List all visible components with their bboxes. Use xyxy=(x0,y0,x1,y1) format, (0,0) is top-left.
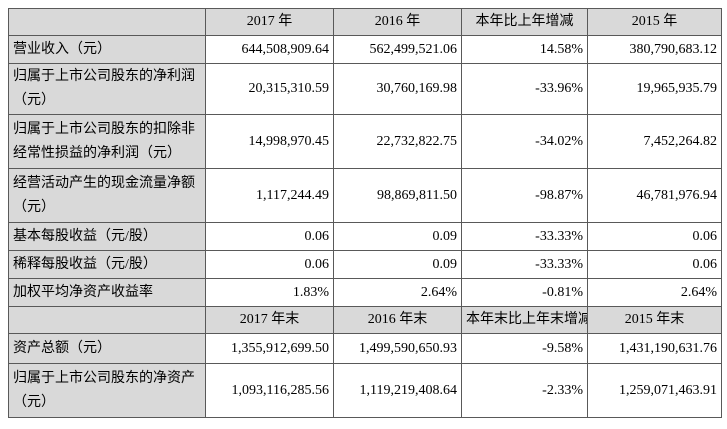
header-2015-year-end: 2015 年末 xyxy=(587,306,722,334)
value-change: -33.33% xyxy=(461,250,588,279)
header-2017-year-end: 2017 年末 xyxy=(205,306,334,334)
value-2016: 0.09 xyxy=(333,250,462,279)
header-year-end-change: 本年末比上年末增减 xyxy=(461,306,588,334)
value-2015: 2.64% xyxy=(587,278,722,307)
value-2015: 19,965,935.79 xyxy=(587,63,722,115)
row-label: 加权平均净资产收益率 xyxy=(8,278,206,307)
header-2016: 2016 年 xyxy=(333,8,462,36)
table-row-basic-eps: 基本每股收益（元/股） 0.06 0.09 -33.33% 0.06 xyxy=(8,222,722,251)
value-2017: 644,508,909.64 xyxy=(205,35,334,64)
value-2016: 1,499,590,650.93 xyxy=(333,333,462,364)
table-row-operating-cash-flow: 经营活动产生的现金流量净额（元） 1,117,244.49 98,869,811… xyxy=(8,168,722,223)
table-row-total-assets: 资产总额（元） 1,355,912,699.50 1,499,590,650.9… xyxy=(8,333,722,364)
value-change: -33.96% xyxy=(461,63,588,115)
value-2016: 98,869,811.50 xyxy=(333,168,462,223)
value-2017: 1,355,912,699.50 xyxy=(205,333,334,364)
row-label: 经营活动产生的现金流量净额（元） xyxy=(8,168,206,223)
value-2015: 0.06 xyxy=(587,222,722,251)
table-row-net-profit: 归属于上市公司股东的净利润（元） 20,315,310.59 30,760,16… xyxy=(8,63,722,115)
value-change: -98.87% xyxy=(461,168,588,223)
value-2016: 30,760,169.98 xyxy=(333,63,462,115)
value-2017: 14,998,970.45 xyxy=(205,114,334,169)
table-header-year-end: 2017 年末 2016 年末 本年末比上年末增减 2015 年末 xyxy=(8,306,722,334)
row-label: 营业收入（元） xyxy=(8,35,206,64)
header-yoy-change: 本年比上年增减 xyxy=(461,8,588,36)
table-row-diluted-eps: 稀释每股收益（元/股） 0.06 0.09 -33.33% 0.06 xyxy=(8,250,722,279)
value-2017: 1,117,244.49 xyxy=(205,168,334,223)
value-2015: 380,790,683.12 xyxy=(587,35,722,64)
value-change: -2.33% xyxy=(461,363,588,418)
value-2016: 22,732,822.75 xyxy=(333,114,462,169)
header-2015: 2015 年 xyxy=(587,8,722,36)
value-2016: 562,499,521.06 xyxy=(333,35,462,64)
row-label: 归属于上市公司股东的净资产（元） xyxy=(8,363,206,418)
row-label: 基本每股收益（元/股） xyxy=(8,222,206,251)
value-2015: 0.06 xyxy=(587,250,722,279)
value-change: -0.81% xyxy=(461,278,588,307)
header-blank xyxy=(8,306,206,334)
value-change: 14.58% xyxy=(461,35,588,64)
table-row-revenue: 营业收入（元） 644,508,909.64 562,499,521.06 14… xyxy=(8,35,722,64)
value-change: -34.02% xyxy=(461,114,588,169)
financial-summary-table: 2017 年 2016 年 本年比上年增减 2015 年 营业收入（元） 644… xyxy=(8,8,722,418)
table-row-net-assets: 归属于上市公司股东的净资产（元） 1,093,116,285.56 1,119,… xyxy=(8,363,722,418)
header-2016-year-end: 2016 年末 xyxy=(333,306,462,334)
value-2016: 1,119,219,408.64 xyxy=(333,363,462,418)
header-2017: 2017 年 xyxy=(205,8,334,36)
table-header-annual: 2017 年 2016 年 本年比上年增减 2015 年 xyxy=(8,8,722,36)
row-label: 资产总额（元） xyxy=(8,333,206,364)
value-2017: 20,315,310.59 xyxy=(205,63,334,115)
header-blank xyxy=(8,8,206,36)
value-change: -9.58% xyxy=(461,333,588,364)
value-2015: 1,259,071,463.91 xyxy=(587,363,722,418)
value-2017: 0.06 xyxy=(205,222,334,251)
value-2017: 1.83% xyxy=(205,278,334,307)
value-change: -33.33% xyxy=(461,222,588,251)
row-label: 稀释每股收益（元/股） xyxy=(8,250,206,279)
row-label: 归属于上市公司股东的净利润（元） xyxy=(8,63,206,115)
row-label: 归属于上市公司股东的扣除非经常性损益的净利润（元） xyxy=(8,114,206,169)
value-2015: 7,452,264.82 xyxy=(587,114,722,169)
value-2017: 1,093,116,285.56 xyxy=(205,363,334,418)
value-2017: 0.06 xyxy=(205,250,334,279)
value-2016: 0.09 xyxy=(333,222,462,251)
value-2016: 2.64% xyxy=(333,278,462,307)
table-row-net-profit-excl-nonrecurring: 归属于上市公司股东的扣除非经常性损益的净利润（元） 14,998,970.45 … xyxy=(8,114,722,169)
table-row-weighted-avg-roe: 加权平均净资产收益率 1.83% 2.64% -0.81% 2.64% xyxy=(8,278,722,307)
value-2015: 46,781,976.94 xyxy=(587,168,722,223)
value-2015: 1,431,190,631.76 xyxy=(587,333,722,364)
